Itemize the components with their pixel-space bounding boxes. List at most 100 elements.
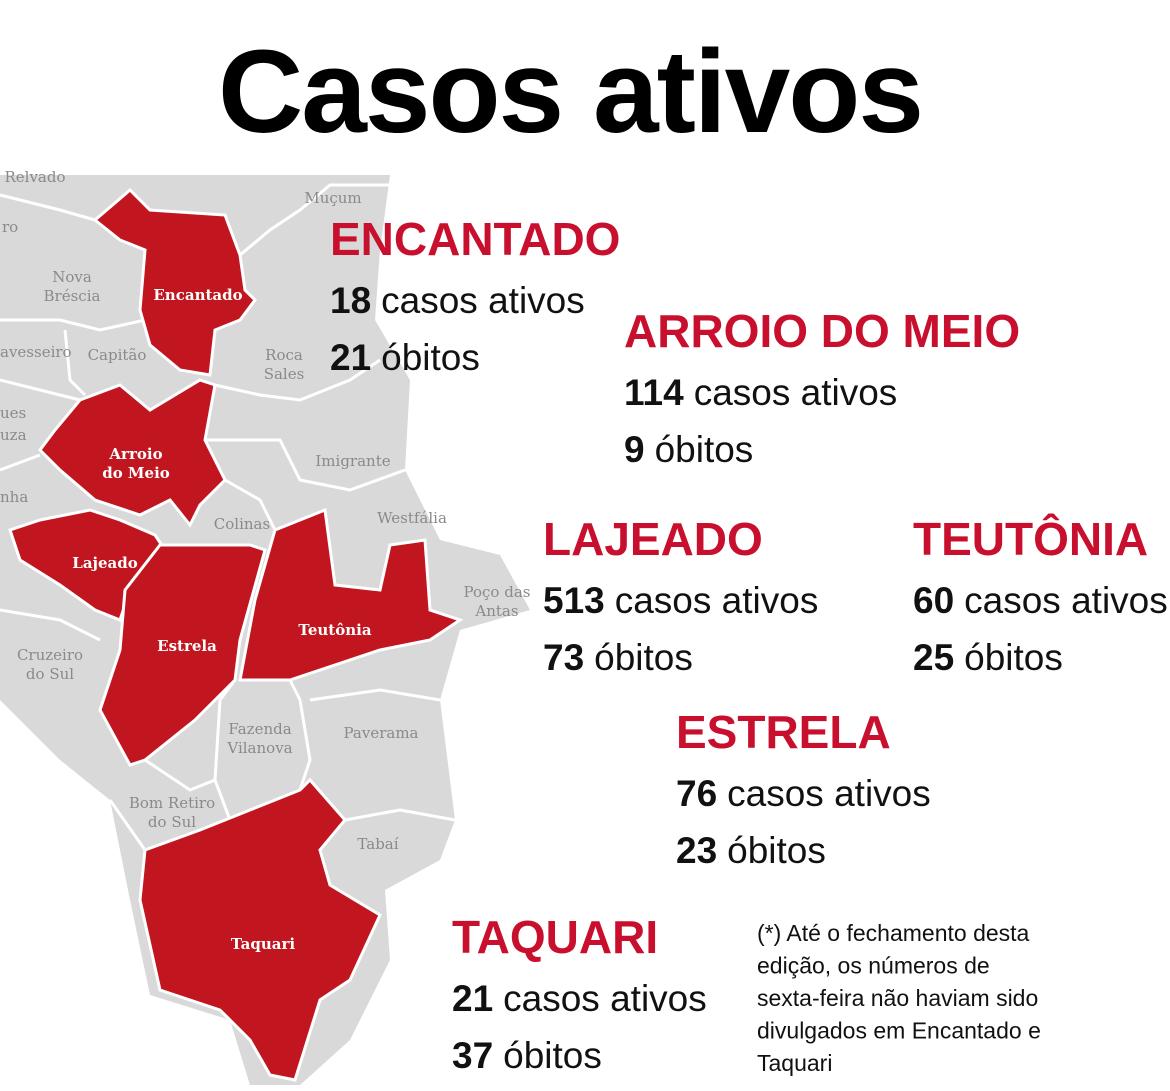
border — [0, 193, 96, 222]
city-stat: 37 óbitos — [452, 1035, 602, 1076]
map-label: Relvado — [4, 168, 65, 186]
border — [0, 608, 101, 642]
map-label: Antas — [474, 602, 518, 620]
city-stat: 23 óbitos — [676, 830, 826, 871]
footnote-line: Taquari — [757, 1050, 832, 1076]
city-name: TAQUARI — [452, 911, 658, 963]
footnote-line: divulgados em Encantado e — [757, 1018, 1041, 1044]
stat-label: óbitos — [655, 429, 754, 470]
map-label: do Sul — [26, 665, 74, 683]
stat-number: 21 — [452, 978, 493, 1019]
map-label: Muçum — [304, 189, 361, 207]
border — [63, 329, 87, 397]
city-block: ESTRELA 76 casos ativos 23 óbitos — [676, 706, 931, 871]
stat-label: casos ativos — [964, 580, 1168, 621]
city-name: LAJEADO — [543, 513, 763, 565]
map-label: Imigrante — [315, 452, 390, 470]
border — [108, 799, 147, 851]
city-stat: 76 casos ativos — [676, 773, 931, 814]
map-label: avesseiro — [0, 343, 72, 361]
border — [214, 358, 381, 402]
map-label: Colinas — [214, 515, 270, 533]
stat-number: 76 — [676, 773, 717, 814]
borders — [0, 183, 456, 851]
map-label: Vilanova — [226, 739, 292, 757]
stat-label: casos ativos — [727, 773, 931, 814]
footnote-line: edição, os números de — [757, 953, 990, 979]
stat-number: 513 — [543, 580, 605, 621]
highlighted-map-label: Estrela — [157, 637, 217, 655]
city-name: TEUTÔNIA — [913, 513, 1148, 565]
map-label: Sales — [264, 365, 305, 383]
stat-label: casos ativos — [615, 580, 819, 621]
stat-number: 9 — [624, 429, 645, 470]
map-label: uza — [0, 426, 27, 444]
title: Casos ativos — [218, 26, 922, 158]
highlighted-map-label: Lajeado — [72, 554, 137, 572]
stat-label: óbitos — [727, 830, 826, 871]
city-block: ARROIO DO MEIO 114 casos ativos 9 óbitos — [624, 305, 1020, 470]
taquari-region — [138, 777, 382, 1082]
map-label: Capitão — [88, 346, 147, 364]
city-block: LAJEADO 513 casos ativos 73 óbitos — [543, 513, 818, 678]
map-label: Roca — [265, 346, 303, 364]
map-label: Bom Retiro — [129, 794, 215, 812]
stat-label: casos ativos — [694, 372, 898, 413]
map-label: ues — [0, 404, 26, 422]
highlighted-map-label: Encantado — [153, 286, 242, 304]
stat-label: casos ativos — [381, 280, 585, 321]
city-stat: 18 casos ativos — [330, 280, 585, 321]
border — [224, 478, 277, 531]
stat-number: 60 — [913, 580, 954, 621]
teutonia-region — [238, 507, 464, 682]
city-name: ENCANTADO — [330, 213, 620, 265]
footnote-line: (*) Até o fechamento desta — [757, 920, 1030, 946]
map-label: nha — [0, 488, 28, 506]
map-label: Cruzeiro — [17, 646, 83, 664]
border — [288, 679, 312, 791]
map-label: Westfália — [377, 509, 447, 527]
highlighted-regions — [8, 187, 464, 1082]
border — [0, 378, 81, 402]
highlighted-map-label: Taquari — [231, 935, 295, 953]
estrela-region — [98, 543, 267, 767]
stat-number: 18 — [330, 280, 371, 321]
map-label: Poço das — [464, 583, 531, 601]
stat-number: 37 — [452, 1035, 493, 1076]
map-label: do Sul — [148, 813, 196, 831]
map-label: ro — [2, 218, 18, 236]
border — [344, 808, 456, 822]
stat-number: 114 — [624, 372, 684, 413]
border — [239, 183, 390, 257]
map-label: Nova — [52, 268, 92, 286]
city-stat: 114 casos ativos — [624, 372, 897, 413]
stat-number: 21 — [330, 337, 371, 378]
city-stat: 60 casos ativos — [913, 580, 1168, 621]
border — [0, 453, 41, 472]
arroio-do-meio-region — [38, 378, 227, 528]
stat-label: óbitos — [964, 637, 1063, 678]
map-label: Tabaí — [357, 835, 398, 853]
city-name: ESTRELA — [676, 706, 891, 758]
city-stat: 25 óbitos — [913, 637, 1063, 678]
city-stat: 513 casos ativos — [543, 580, 818, 621]
footnote-line: sexta-feira não haviam sido — [757, 985, 1038, 1011]
stat-label: óbitos — [594, 637, 693, 678]
map: Relvado ro avesseiro ues uza nha Muçum NovaBrés… — [0, 168, 530, 1085]
highlighted-map-label: Teutônia — [298, 621, 371, 639]
border — [205, 438, 406, 492]
city-stat: 21 óbitos — [330, 337, 480, 378]
city-name: ARROIO DO MEIO — [624, 305, 1020, 357]
stat-label: óbitos — [503, 1035, 602, 1076]
map-label: Bréscia — [44, 287, 101, 305]
stat-label: óbitos — [381, 337, 480, 378]
stat-number: 73 — [543, 637, 584, 678]
border — [0, 318, 146, 332]
map-label: Fazenda — [228, 720, 291, 738]
stat-number: 25 — [913, 637, 954, 678]
map-label: Paverama — [344, 724, 419, 742]
